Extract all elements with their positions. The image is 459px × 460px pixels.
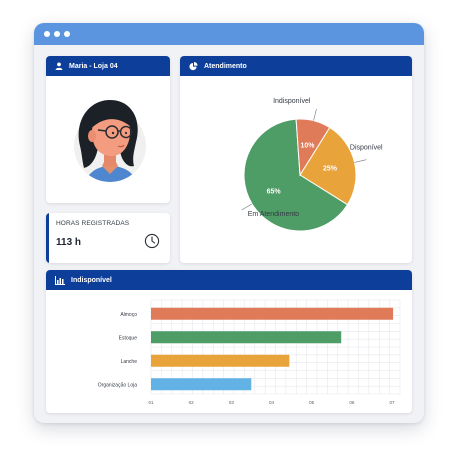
bar-chart-icon [55, 275, 65, 285]
pie-slice[interactable] [295, 118, 331, 177]
window-dot[interactable] [54, 31, 60, 37]
pie-chart: 25% Disponível 65% Em Atendimento 10% Indispo… [241, 98, 383, 232]
profile-card-header: Maria - Loja 04 [46, 56, 170, 76]
indisponivel-card: Indisponível Almoço Estoque Lanche Organiza… [46, 270, 412, 413]
x-tick-label: 03 [229, 400, 235, 405]
pie-slice[interactable] [299, 126, 357, 206]
bar-category-label: Organização Loja [98, 382, 137, 388]
x-tick-label: 05 [309, 400, 315, 405]
bar-chart: Almoço Estoque Lanche Organização Loja 01 02 0… [98, 299, 401, 405]
window-dot[interactable] [44, 31, 50, 37]
bar[interactable] [151, 378, 252, 391]
avatar [74, 100, 146, 182]
window-dot[interactable] [64, 31, 70, 37]
bar[interactable] [151, 331, 342, 344]
x-tick-label: 06 [349, 400, 355, 405]
hours-value: 113 h [56, 237, 82, 248]
indisponivel-card-header: Indisponível [46, 270, 412, 290]
pie-leader-line [241, 203, 253, 211]
hours-label: HORAS REGISTRADAS [56, 220, 130, 227]
atendimento-card-header: Atendimento [180, 56, 412, 76]
bar[interactable] [151, 354, 290, 367]
pie-slice-value: 10% [300, 143, 315, 150]
pie-leader-line [313, 108, 317, 121]
pie-slice-value: 65% [267, 188, 282, 195]
hours-card-accent [46, 213, 49, 263]
atendimento-card: Atendimento 25% Disponível 65% Em Atendimen… [180, 56, 412, 263]
user-icon [55, 62, 63, 70]
atendimento-title: Atendimento [204, 62, 247, 70]
x-tick-label: 02 [189, 400, 195, 405]
bar-category-label: Almoço [120, 312, 137, 318]
x-tick-label: 07 [389, 400, 395, 405]
pie-slice-value: 25% [323, 166, 338, 173]
window-titlebar [34, 23, 424, 45]
pie-leader-line [354, 159, 367, 163]
profile-card: Maria - Loja 04 [46, 56, 170, 203]
pie-slice-label: Em Atendimento [248, 211, 299, 218]
x-tick-label: 01 [148, 400, 154, 405]
pie-slice-label: Indisponível [273, 98, 311, 105]
pie-slice-label: Disponível [350, 145, 383, 152]
pie-slice[interactable] [243, 118, 349, 232]
profile-title: Maria - Loja 04 [69, 62, 118, 70]
bar-category-label: Estoque [119, 335, 138, 341]
bar-category-label: Lanche [121, 359, 138, 365]
pie-chart-icon [189, 61, 198, 71]
bar[interactable] [151, 307, 394, 320]
x-tick-label: 04 [269, 400, 275, 405]
indisponivel-title: Indisponível [71, 276, 112, 284]
clock-icon [144, 233, 160, 249]
dashboard-window: Maria - Loja 04 [34, 23, 424, 423]
hours-card: HORAS REGISTRADAS 113 h [46, 213, 170, 263]
